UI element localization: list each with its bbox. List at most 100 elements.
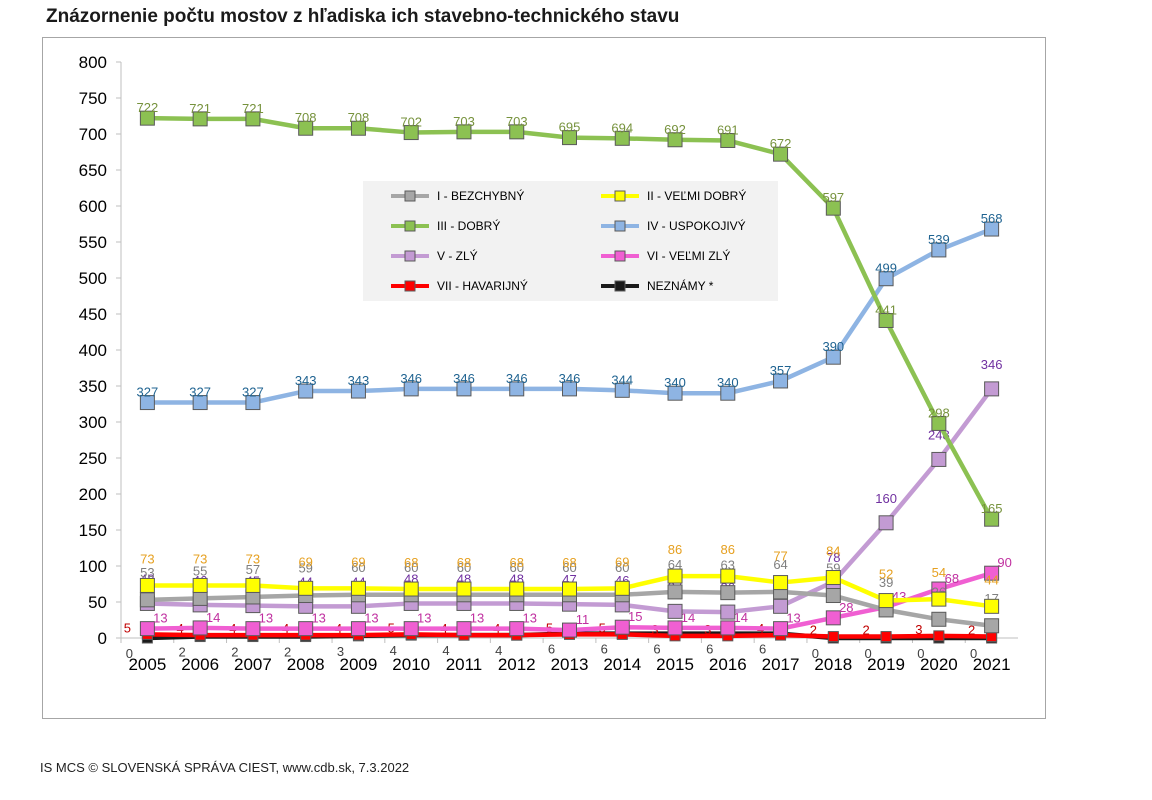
legend-label: NEZNÁMY *: [647, 278, 714, 293]
data-label: 60: [510, 560, 524, 575]
data-label: 346: [559, 371, 581, 386]
chart-title: Znázornenie počtu mostov z hľadiska ich …: [46, 6, 680, 27]
data-point: [667, 620, 683, 636]
series-3: 327 327 327 343 343 346 346 346 346 344 340 340 357 3…: [137, 211, 1003, 411]
data-point: [192, 577, 208, 593]
data-label: 13: [470, 611, 484, 626]
legend: I - BEZCHYBNÝ II - VEĽMI DOBRÝ III - DOBRÝ…: [363, 181, 778, 301]
data-label: 6: [548, 642, 555, 657]
data-point: [139, 621, 155, 637]
data-label: 14: [206, 610, 220, 625]
data-label: 441: [875, 302, 897, 317]
x-tick-label: 2019: [867, 655, 905, 674]
data-point: [403, 621, 419, 637]
data-point: [403, 581, 419, 597]
x-tick-label: 2008: [287, 655, 325, 674]
data-label: 2: [968, 623, 975, 638]
data-point: [614, 580, 630, 596]
x-tick-label: 2011: [446, 655, 483, 674]
data-label: 77: [773, 549, 787, 564]
data-label: 6: [759, 642, 766, 657]
data-point: [827, 631, 839, 643]
data-point: [825, 200, 841, 216]
data-label: 90: [997, 555, 1011, 570]
y-tick-label: 150: [79, 521, 107, 540]
data-label: 13: [786, 611, 800, 626]
data-point: [773, 373, 789, 389]
x-tick-label: 2016: [709, 655, 747, 674]
data-point: [720, 604, 736, 620]
legend-label: I - BEZCHYBNÝ: [437, 188, 524, 203]
data-point: [245, 577, 261, 593]
y-tick-label: 250: [79, 449, 107, 468]
data-point: [931, 611, 947, 627]
y-tick-label: 800: [79, 53, 107, 72]
data-point: [931, 415, 947, 431]
data-point: [880, 631, 892, 643]
data-label: 2: [284, 645, 291, 660]
data-point: [139, 110, 155, 126]
data-point: [562, 130, 577, 146]
data-label: 60: [351, 560, 365, 575]
y-tick-label: 400: [79, 341, 107, 360]
y-tick-label: 300: [79, 413, 107, 432]
data-label: 340: [664, 375, 686, 390]
data-point: [456, 124, 472, 140]
data-point: [667, 603, 683, 619]
chart-frame: 0 50 100 150 200 250 300 350 400 450 500 550 600 650 7…: [42, 37, 1046, 719]
data-point: [298, 621, 314, 637]
data-label: 0: [970, 646, 977, 661]
legend-label: II - VEĽMI DOBRÝ: [647, 188, 746, 203]
data-label: 54: [932, 565, 946, 580]
data-label: 69: [298, 554, 312, 569]
data-label: 327: [189, 385, 211, 400]
data-label: 160: [875, 491, 897, 506]
data-label: 78: [826, 550, 840, 565]
data-label: 57: [246, 562, 260, 577]
data-label: 13: [523, 611, 537, 626]
data-label: 539: [928, 232, 950, 247]
data-label: 2: [862, 623, 869, 638]
data-label: 0: [126, 646, 133, 661]
data-label: 15: [628, 609, 642, 624]
data-label: 691: [717, 122, 739, 137]
data-label: 6: [653, 642, 660, 657]
legend-swatch-marker: [404, 250, 416, 262]
legend-item: V - ZLÝ: [391, 248, 478, 263]
data-label: 390: [822, 339, 844, 354]
legend-label: VI - VEĽMI ZLÝ: [647, 248, 730, 263]
data-point: [667, 584, 683, 600]
data-label: 708: [295, 110, 317, 125]
y-tick-label: 750: [79, 89, 107, 108]
x-tick-label: 2014: [603, 655, 641, 674]
data-label: 64: [668, 557, 682, 572]
data-point: [403, 381, 419, 397]
data-point: [667, 568, 683, 584]
data-label: 692: [664, 122, 686, 137]
legend-item: IV - USPOKOJIVÝ: [601, 218, 746, 233]
chart-plot: 0501001502002503003504004505005506006507…: [79, 53, 1018, 674]
legend-swatch-marker: [614, 280, 626, 292]
data-point: [720, 585, 736, 601]
y-tick-label: 0: [98, 629, 107, 648]
data-label: 703: [453, 114, 475, 129]
data-label: 73: [140, 551, 154, 566]
data-label: 721: [242, 101, 264, 116]
data-label: 695: [559, 120, 581, 135]
data-label: 344: [611, 372, 633, 387]
legend-label: V - ZLÝ: [437, 248, 478, 263]
data-label: 14: [734, 610, 748, 625]
data-point: [245, 395, 261, 411]
data-label: 568: [981, 211, 1003, 226]
data-point: [984, 221, 1000, 237]
data-point: [667, 132, 683, 148]
data-label: 722: [137, 100, 159, 115]
data-point: [825, 349, 841, 365]
data-point: [509, 621, 525, 637]
data-label: 340: [717, 375, 739, 390]
data-label: 28: [839, 600, 853, 615]
data-label: 13: [153, 611, 167, 626]
data-label: 55: [193, 563, 207, 578]
data-point: [456, 581, 472, 597]
data-point: [984, 565, 1000, 581]
